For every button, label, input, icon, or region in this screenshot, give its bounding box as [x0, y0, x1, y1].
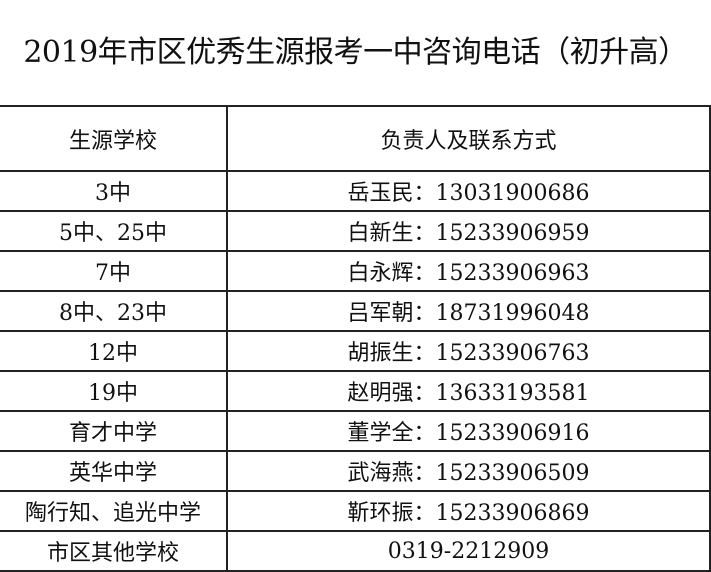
- school-cell: 12中: [0, 330, 227, 372]
- school-cell: 陶行知、追光中学: [0, 490, 227, 532]
- contact-cell: 董学全：15233906916: [226, 410, 711, 452]
- school-cell: 8中、23中: [0, 290, 227, 332]
- school-cell: 市区其他学校: [0, 530, 227, 572]
- header-contact: 负责人及联系方式: [226, 105, 711, 172]
- contact-cell: 靳环振：15233906869: [226, 490, 711, 532]
- table-row: 3中 岳玉民：13031900686: [0, 170, 711, 212]
- table-row: 英华中学 武海燕：15233906509: [0, 450, 711, 492]
- table-row: 5中、25中 白新生：15233906959: [0, 210, 711, 252]
- contact-cell: 赵明强：13633193581: [226, 370, 711, 412]
- school-cell: 育才中学: [0, 410, 227, 452]
- contact-cell: 吕军朝：18731996048: [226, 290, 711, 332]
- contact-cell: 武海燕：15233906509: [226, 450, 711, 492]
- school-cell: 英华中学: [0, 450, 227, 492]
- table-row: 育才中学 董学全：15233906916: [0, 410, 711, 452]
- table-row: 陶行知、追光中学 靳环振：15233906869: [0, 490, 711, 532]
- table-row: 19中 赵明强：13633193581: [0, 370, 711, 412]
- document-title: 2019年市区优秀生源报考一中咨询电话（初升高）: [23, 35, 688, 70]
- table-row: 12中 胡振生：15233906763: [0, 330, 711, 372]
- school-cell: 3中: [0, 170, 227, 212]
- contact-cell: 岳玉民：13031900686: [226, 170, 711, 212]
- table-row: 8中、23中 吕军朝：18731996048: [0, 290, 711, 332]
- contact-table: 生源学校 负责人及联系方式 3中 岳玉民：13031900686 5中、25中 白新生…: [0, 105, 711, 572]
- table-row: 市区其他学校 0319-2212909: [0, 530, 711, 572]
- contact-cell: 0319-2212909: [226, 530, 711, 572]
- header-school: 生源学校: [0, 105, 227, 172]
- school-cell: 7中: [0, 250, 227, 292]
- school-cell: 19中: [0, 370, 227, 412]
- contact-cell: 白新生：15233906959: [226, 210, 711, 252]
- table-header-row: 生源学校 负责人及联系方式: [0, 105, 711, 172]
- contact-cell: 胡振生：15233906763: [226, 330, 711, 372]
- contact-cell: 白永辉：15233906963: [226, 250, 711, 292]
- school-cell: 5中、25中: [0, 210, 227, 252]
- table-row: 7中 白永辉：15233906963: [0, 250, 711, 292]
